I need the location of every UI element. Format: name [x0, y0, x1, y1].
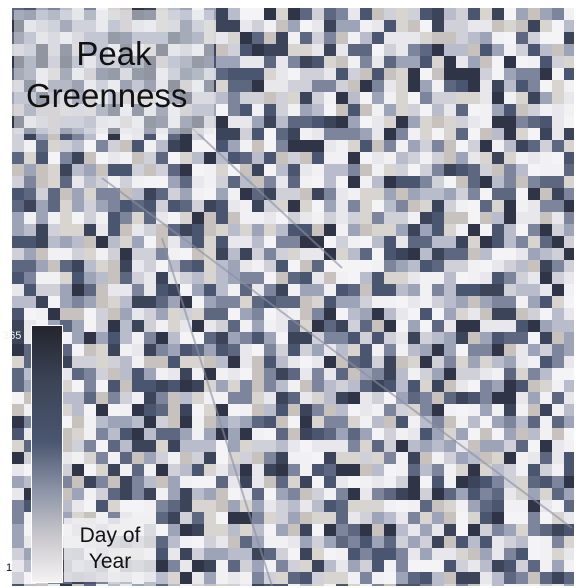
color-legend-bar [31, 325, 63, 583]
legend-title-box: Day of Year [64, 518, 156, 582]
map-title-line-1: Peak [76, 35, 152, 72]
map-title-box: Peak Greenness [14, 10, 214, 134]
legend-min-label: 1 [6, 562, 13, 574]
legend-title-line-2: Year [88, 550, 132, 573]
map-title-line-2: Greenness [26, 77, 188, 114]
legend-title-line-1: Day of [79, 524, 141, 547]
legend-max-label: 365 [3, 330, 22, 342]
